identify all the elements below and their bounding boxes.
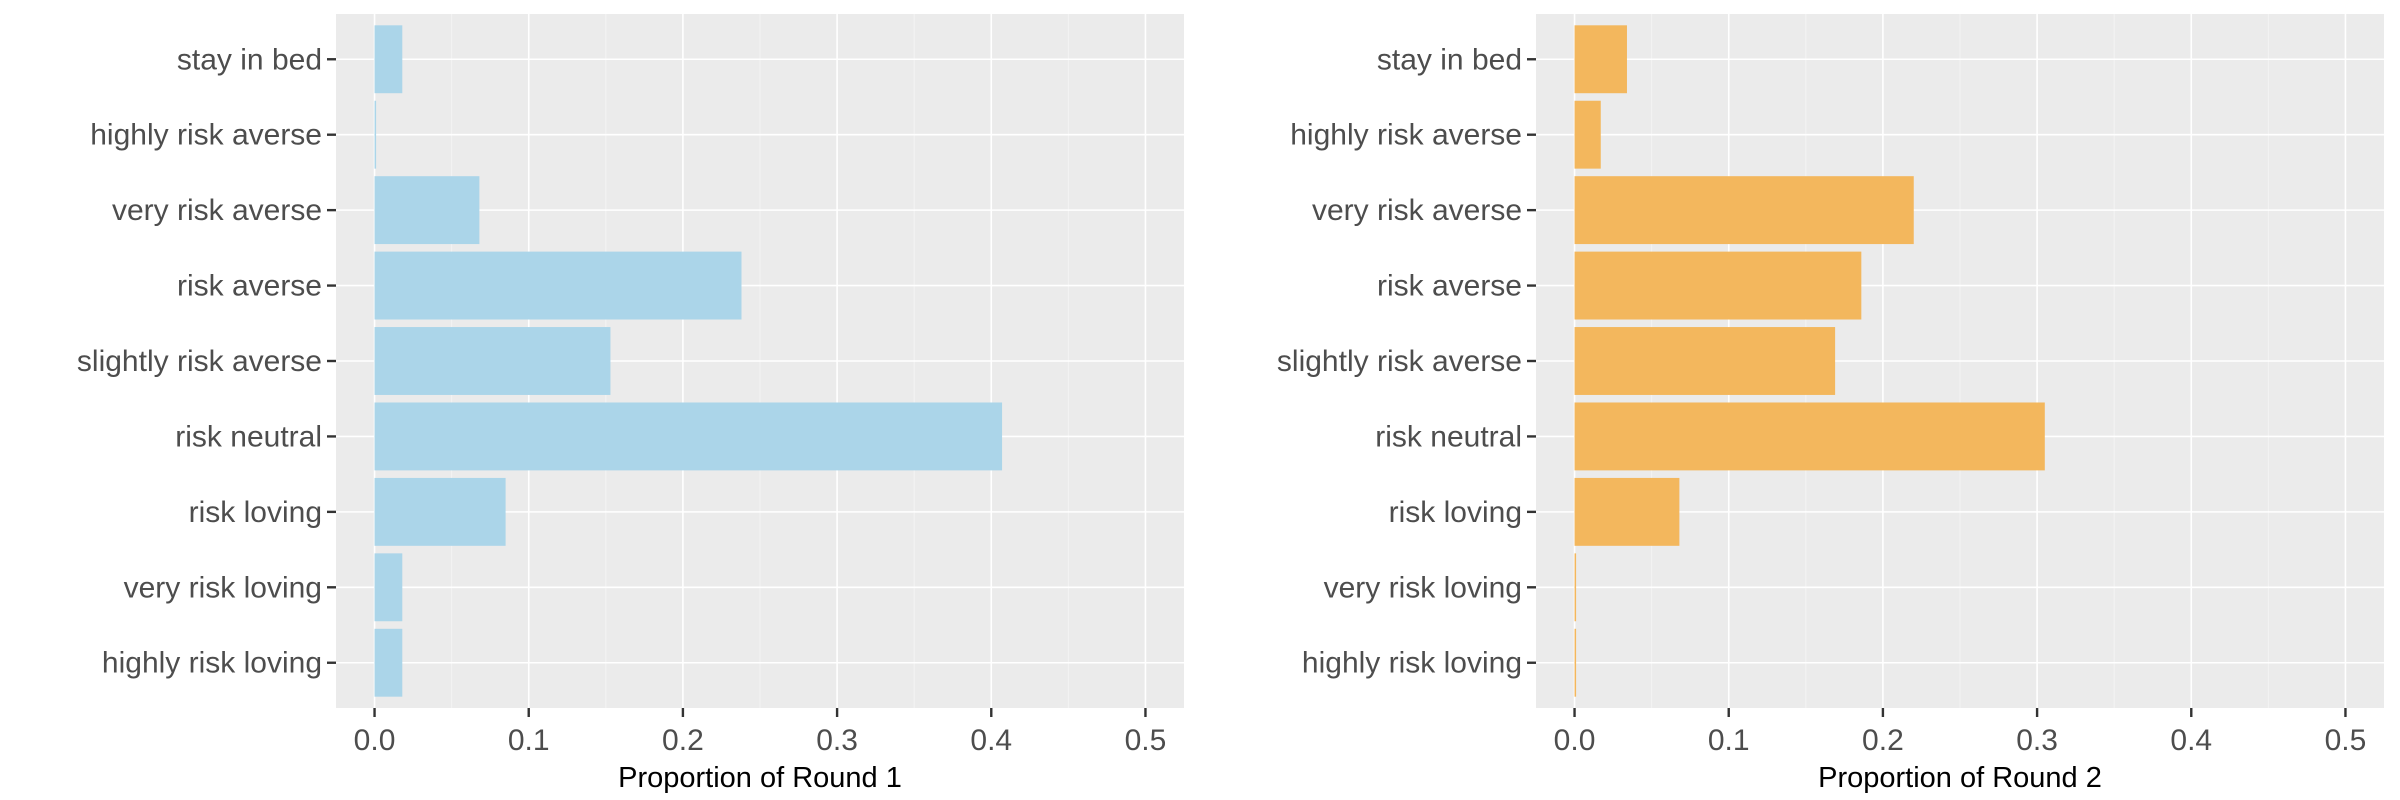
x-tick-label: 0.3 bbox=[816, 724, 858, 757]
x-tick-label: 0.2 bbox=[662, 724, 704, 757]
bar-stay-in-bed bbox=[374, 25, 403, 94]
x-axis-title: Proportion of Round 1 bbox=[618, 762, 902, 794]
x-tick-label: 0.5 bbox=[1125, 724, 1167, 757]
y-tick-label: very risk averse bbox=[112, 194, 322, 227]
y-tick-label: very risk loving bbox=[124, 571, 322, 604]
y-tick-label: stay in bed bbox=[177, 43, 322, 76]
x-tick-label: 0.5 bbox=[2325, 724, 2367, 757]
bar-risk-averse bbox=[374, 251, 742, 320]
x-tick-label: 0.3 bbox=[2016, 724, 2058, 757]
x-tick-label: 0.4 bbox=[2170, 724, 2212, 757]
x-tick-label: 0.1 bbox=[1708, 724, 1750, 757]
bar-highly-risk-averse bbox=[1574, 100, 1601, 169]
y-tick-label: risk loving bbox=[1389, 496, 1522, 529]
y-tick-label: highly risk loving bbox=[102, 647, 322, 680]
y-tick-label: stay in bed bbox=[1377, 43, 1522, 76]
x-tick-label: 0.1 bbox=[508, 724, 550, 757]
y-tick-label: risk loving bbox=[189, 496, 322, 529]
chart-panel-round-2: stay in bed highly risk averse very risk a… bbox=[1277, 14, 2384, 794]
bar-risk-loving bbox=[1574, 477, 1680, 546]
x-axis-title: Proportion of Round 2 bbox=[1818, 762, 2102, 794]
y-tick-label: slightly risk averse bbox=[77, 345, 322, 378]
y-tick-label: highly risk averse bbox=[90, 119, 322, 152]
bar-highly-risk-loving bbox=[1574, 628, 1577, 697]
bar-slightly-risk-averse bbox=[374, 327, 611, 395]
bar-very-risk-averse bbox=[1574, 176, 1914, 245]
x-tick-label: 0.4 bbox=[970, 724, 1012, 757]
y-tick-label: risk neutral bbox=[1375, 420, 1522, 453]
bar-very-risk-loving bbox=[374, 553, 403, 622]
bar-risk-neutral bbox=[374, 402, 1003, 471]
bar-risk-loving bbox=[374, 477, 506, 546]
bar-risk-neutral bbox=[1574, 402, 2045, 471]
bar-very-risk-loving bbox=[1574, 553, 1577, 622]
y-tick-label: slightly risk averse bbox=[1277, 345, 1522, 378]
x-tick-label: 0.2 bbox=[1862, 724, 1904, 757]
bar-highly-risk-loving bbox=[374, 628, 403, 697]
y-tick-label: risk averse bbox=[177, 270, 322, 303]
y-tick-label: highly risk averse bbox=[1290, 119, 1522, 152]
y-tick-label: very risk loving bbox=[1324, 571, 1522, 604]
x-tick-label: 0.0 bbox=[354, 724, 396, 757]
bar-very-risk-averse bbox=[374, 176, 480, 245]
bar-slightly-risk-averse bbox=[1574, 327, 1836, 395]
y-tick-label: risk averse bbox=[1377, 270, 1522, 303]
x-tick-label: 0.0 bbox=[1554, 724, 1596, 757]
y-tick-label: highly risk loving bbox=[1302, 647, 1522, 680]
y-tick-label: risk neutral bbox=[175, 420, 322, 453]
y-tick-label: very risk averse bbox=[1312, 194, 1522, 227]
chart-panel-round-1: stay in bed highly risk averse very risk a… bbox=[77, 14, 1184, 794]
bar-stay-in-bed bbox=[1574, 25, 1627, 94]
bar-risk-averse bbox=[1574, 251, 1862, 320]
bar-highly-risk-averse bbox=[374, 100, 377, 169]
